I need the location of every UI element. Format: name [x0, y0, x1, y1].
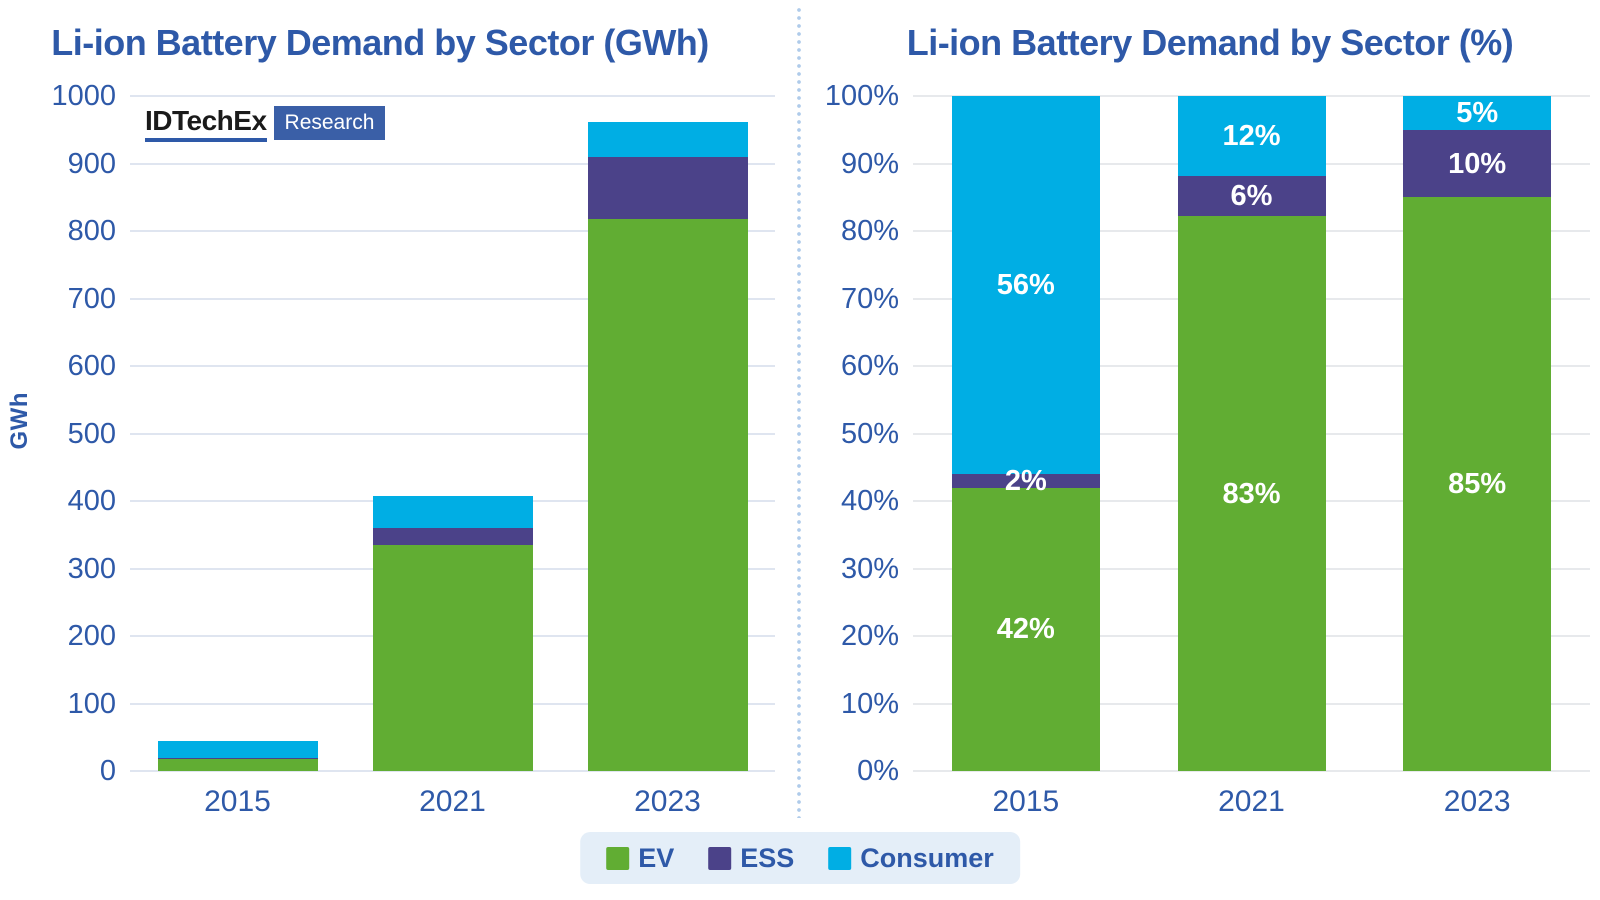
bar-value-label: 42%	[996, 613, 1055, 646]
legend-item-consumer: Consumer	[828, 843, 994, 873]
bar-2015-ev-segment	[157, 758, 318, 771]
x-tick-label: 2015	[992, 785, 1060, 818]
legend-item-ess: ESS	[708, 843, 794, 873]
gridline	[913, 770, 1590, 772]
y-tick-label: 200	[67, 620, 116, 652]
bar-value-label: 6%	[1230, 180, 1273, 213]
bar-value-label: 85%	[1448, 468, 1507, 501]
percent-plot-area: 0% 10% 20% 30% 40% 50% 60% 70% 80% 90% 100% 42% 2% 56…	[825, 80, 1590, 818]
bar-2021-ev-segment	[372, 544, 533, 771]
percent-chart-title: Li-ion Battery Demand by Sector (%)	[906, 22, 1514, 63]
legend-swatch-ev	[606, 846, 630, 870]
chart-legend: EV ESS Consumer	[580, 832, 1020, 884]
y-tick-label: 100%	[824, 80, 899, 112]
y-tick-label: 800	[67, 215, 116, 247]
y-tick-label: 700	[67, 282, 116, 315]
x-tick-label: 2021	[1218, 785, 1285, 818]
legend-label: EV	[638, 843, 675, 873]
y-tick-label: 500	[67, 417, 116, 450]
y-tick-label: 70%	[840, 282, 899, 315]
bar-2015-ev-segment	[951, 487, 1100, 771]
y-tick-label: 50%	[840, 417, 899, 450]
bar-2023-consumer-segment	[1403, 96, 1552, 130]
bar-2015-ess-segment	[157, 757, 318, 759]
bar-2023-ev-segment	[587, 218, 748, 771]
bar-2023-ess-segment	[587, 156, 748, 219]
legend-swatch-consumer	[828, 846, 852, 870]
bar-2023-consumer-segment	[587, 121, 748, 157]
x-tick-label: 2023	[634, 785, 701, 818]
bar-2021-ess-segment	[372, 528, 533, 545]
gridline	[130, 230, 775, 232]
y-tick-label: 80%	[840, 215, 899, 247]
bar-value-label: 2%	[1004, 464, 1047, 497]
legend-swatch-ess	[708, 846, 732, 870]
y-tick-label: 600	[67, 350, 116, 382]
bar-2021-ess-segment	[1177, 176, 1326, 217]
legend-label: ESS	[740, 843, 795, 873]
y-tick-label: 60%	[840, 350, 899, 382]
bar-2021-consumer-segment	[1177, 96, 1326, 177]
idtechex-logo: IDTechEx Research	[145, 106, 386, 142]
y-tick-label: 30%	[840, 552, 899, 585]
gridline	[130, 432, 775, 435]
y-tick-label: 100	[67, 687, 116, 720]
gridline	[130, 297, 775, 300]
x-tick-label: 2023	[1443, 785, 1511, 818]
x-tick-label: 2015	[204, 785, 271, 818]
y-tick-label: 20%	[840, 620, 899, 652]
y-tick-label: 300	[67, 552, 116, 585]
idtechex-logo-brand: IDTechEx	[145, 106, 267, 142]
gwh-chart-title: Li-ion Battery Demand by Sector (GWh)	[51, 22, 709, 63]
bar-value-label: 5%	[1456, 96, 1499, 129]
bar-value-label: 10%	[1448, 147, 1507, 180]
bar-2015-consumer-segment	[157, 740, 318, 758]
gwh-plot-area: 0 100 200 300 400 500 600 700 800 900 1000 2015 2021…	[51, 80, 775, 818]
y-tick-label: 90%	[840, 147, 899, 180]
bar-2023-ev-segment	[1403, 197, 1552, 771]
bar-2023-ess-segment	[1403, 129, 1552, 198]
bar-value-label: 12%	[1222, 120, 1281, 153]
y-tick-label: 0%	[857, 755, 899, 787]
bar-2015-consumer-segment	[951, 96, 1100, 474]
gridline	[130, 162, 775, 165]
legend-label: Consumer	[860, 843, 994, 873]
idtechex-logo-research-tag: Research	[273, 106, 386, 140]
bar-2021-ev-segment	[1177, 216, 1326, 771]
x-tick-label: 2021	[419, 785, 486, 818]
gridline	[130, 95, 775, 97]
bar-value-label: 56%	[996, 269, 1055, 301]
gridline	[913, 95, 1590, 97]
y-tick-label: 10%	[840, 687, 899, 720]
bar-2021-consumer-segment	[372, 495, 533, 528]
y-tick-label: 40%	[840, 485, 899, 517]
panel-divider-dotted-line	[797, 6, 801, 818]
y-tick-label: 400	[67, 485, 116, 517]
y-tick-label: 900	[67, 147, 116, 180]
gridline	[130, 770, 775, 772]
y-tick-label: 0	[99, 755, 116, 787]
gridline	[130, 365, 775, 367]
legend-item-ev: EV	[606, 843, 674, 873]
bar-2015-ess-segment	[951, 474, 1100, 488]
y-tick-label: 1000	[51, 80, 116, 112]
bar-value-label: 83%	[1222, 477, 1281, 510]
